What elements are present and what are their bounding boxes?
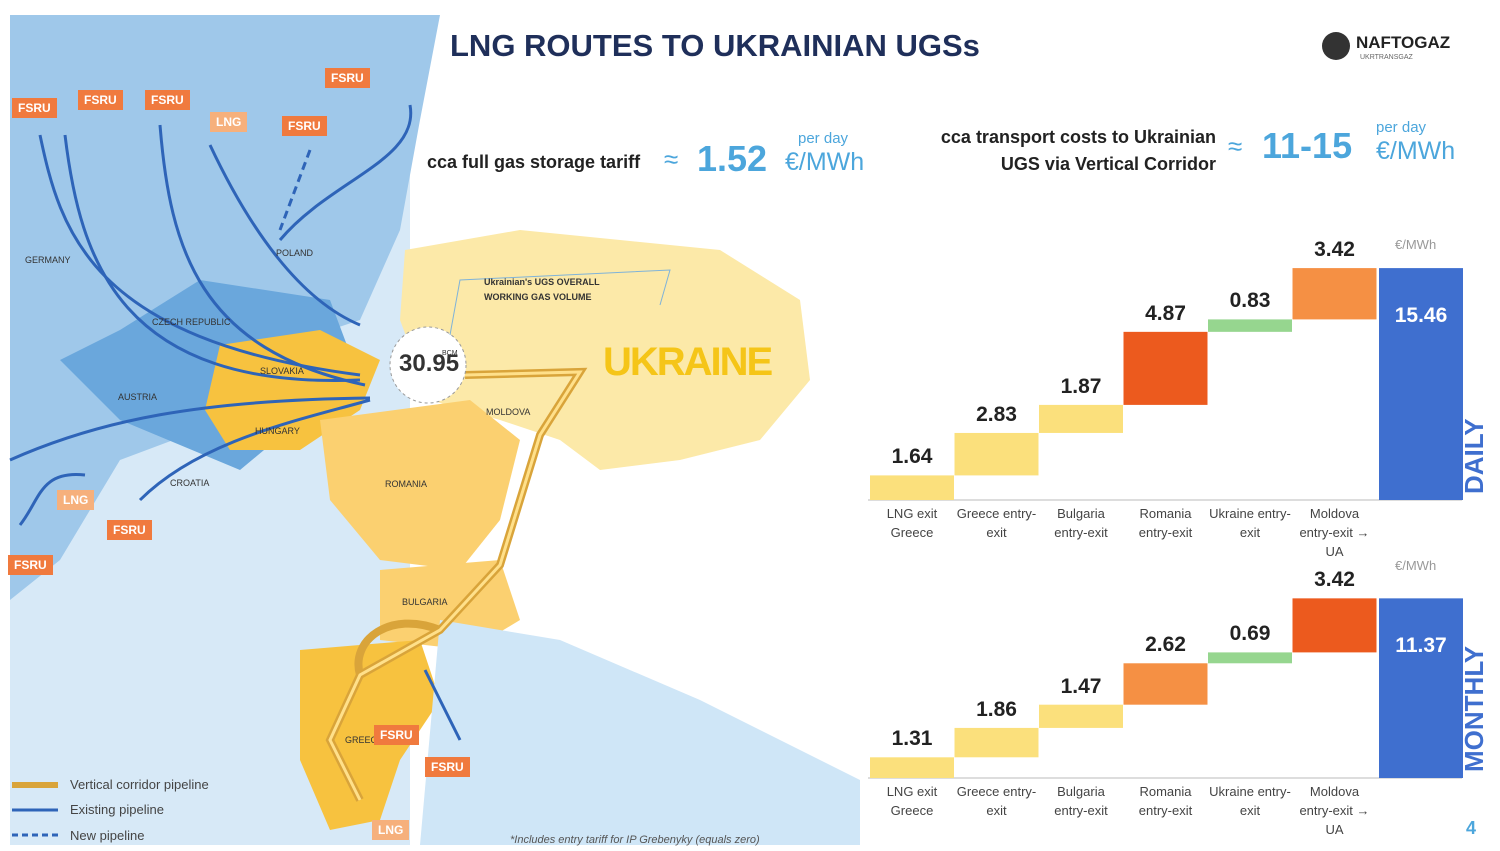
terminal-label: FSRU [374, 725, 419, 745]
ugs-unit: BCM [442, 350, 458, 357]
terminal-label: LNG [57, 490, 95, 510]
bar [1039, 404, 1123, 433]
country-label: CROATIA [170, 478, 210, 488]
bar [1292, 598, 1377, 653]
value-label: 1.47 [1060, 674, 1102, 698]
country-label: ROMANIA [385, 479, 428, 489]
value-label: 1.31 [891, 727, 933, 751]
value-label: 2.62 [1145, 633, 1186, 657]
bar [870, 757, 954, 778]
transport-value: 11-15 [1262, 125, 1353, 166]
country-label: BULGARIA [402, 597, 448, 607]
x-tick-label: Bulgaria entry-exit [1054, 506, 1108, 540]
x-tick-label: Bulgaria entry-exit [1054, 784, 1108, 818]
transport-approx: ≈ [1228, 131, 1243, 161]
terminal-label: FSRU [425, 757, 470, 777]
bar [1208, 319, 1292, 332]
value-label: 1.64 [891, 445, 933, 469]
unit-label: €/MWh [1395, 558, 1437, 573]
transport-period: per day [1376, 119, 1427, 136]
tariff-period: per day [798, 130, 849, 147]
bar [1039, 704, 1123, 728]
country-label: AUSTRIA [118, 392, 158, 402]
country-label: GERMANY [25, 255, 71, 265]
total-label: DAILY [1459, 418, 1489, 494]
x-tick-label: Greece entry-exit [956, 784, 1037, 818]
logo: NAFTOGAZ [1356, 33, 1451, 52]
logo-icon [1322, 32, 1350, 60]
value-label: 0.69 [1229, 622, 1271, 646]
value-label: 3.42 [1314, 238, 1355, 262]
terminal-label: FSRU [107, 520, 152, 540]
tariff-label: cca full gas storage tariff [427, 152, 641, 172]
legend-item: Existing pipeline [70, 802, 164, 817]
bar [1123, 663, 1208, 705]
terminal-label: LNG [210, 112, 248, 132]
value-label: 2.83 [976, 402, 1017, 426]
terminal-label: FSRU [282, 116, 327, 136]
bar [1379, 598, 1463, 778]
bar [954, 432, 1039, 476]
country-label: GREECE [345, 735, 384, 745]
bar [1123, 331, 1208, 405]
country-label: HUNGARY [255, 426, 300, 436]
x-tick-label: Ukraine entry-exit [1209, 784, 1291, 818]
x-tick-label: Ukraine entry-exit [1209, 506, 1291, 540]
x-tick-label: LNG exit Greece [886, 784, 938, 818]
footnote: *Includes entry tariff for IP Grebenyky … [510, 834, 760, 846]
value-label: 0.83 [1229, 289, 1271, 313]
tariff-approx: ≈ [664, 144, 679, 174]
x-tick-label: LNG exit Greece [886, 506, 938, 540]
total-label: MONTHLY [1459, 645, 1489, 772]
country-label: MOLDOVA [486, 407, 531, 417]
title: LNG ROUTES TO UKRAINIAN UGSs [450, 28, 980, 63]
page-number: 4 [1466, 818, 1477, 838]
bar [870, 475, 954, 500]
x-tick-label: Moldova entry-exit → UA [1299, 506, 1370, 559]
terminal-label: FSRU [8, 555, 53, 575]
value-label: 4.87 [1145, 301, 1186, 325]
value-label: 11.37 [1395, 634, 1447, 658]
bar [954, 727, 1039, 758]
value-label: 3.42 [1314, 568, 1355, 592]
logo-sub: UKRTRANSGAZ [1360, 54, 1413, 61]
ugs-note: Ukrainian's UGS OVERALL WORKING GAS VOLU… [484, 277, 600, 302]
ugs-value: 30.95 [399, 350, 460, 377]
bar [1379, 268, 1463, 500]
terminal-label: FSRU [12, 98, 57, 118]
legend-item: Vertical corridor pipeline [70, 777, 209, 792]
bar [1208, 652, 1292, 664]
value-label: 15.46 [1394, 304, 1448, 328]
value-label: 1.87 [1060, 374, 1102, 398]
x-tick-label: Greece entry-exit [956, 506, 1037, 540]
transport-label: cca transport costs to Ukrainian UGS via… [940, 127, 1216, 174]
x-tick-label: Moldova entry-exit → UA [1299, 784, 1370, 837]
terminal-label: FSRU [325, 68, 370, 88]
terminal-label: LNG [372, 820, 410, 840]
unit-label: €/MWh [1395, 237, 1437, 252]
terminal-label: FSRU [78, 90, 123, 110]
country-label: POLAND [276, 248, 314, 258]
value-label: 1.86 [976, 697, 1017, 721]
country-label: CZECH REPUBLIC [152, 317, 231, 327]
x-tick-label: Romania entry-exit [1138, 784, 1193, 818]
legend-item: New pipeline [70, 828, 145, 843]
transport-unit: €/MWh [1376, 137, 1456, 165]
tariff-unit: €/MWh [785, 148, 865, 176]
country-label: SLOVAKIA [260, 366, 304, 376]
terminal-label: FSRU [145, 90, 190, 110]
x-tick-label: Romania entry-exit [1138, 506, 1193, 540]
bar [1292, 268, 1377, 320]
tariff-value: 1.52 [697, 138, 768, 179]
ukraine-label: UKRAINE [603, 340, 773, 384]
